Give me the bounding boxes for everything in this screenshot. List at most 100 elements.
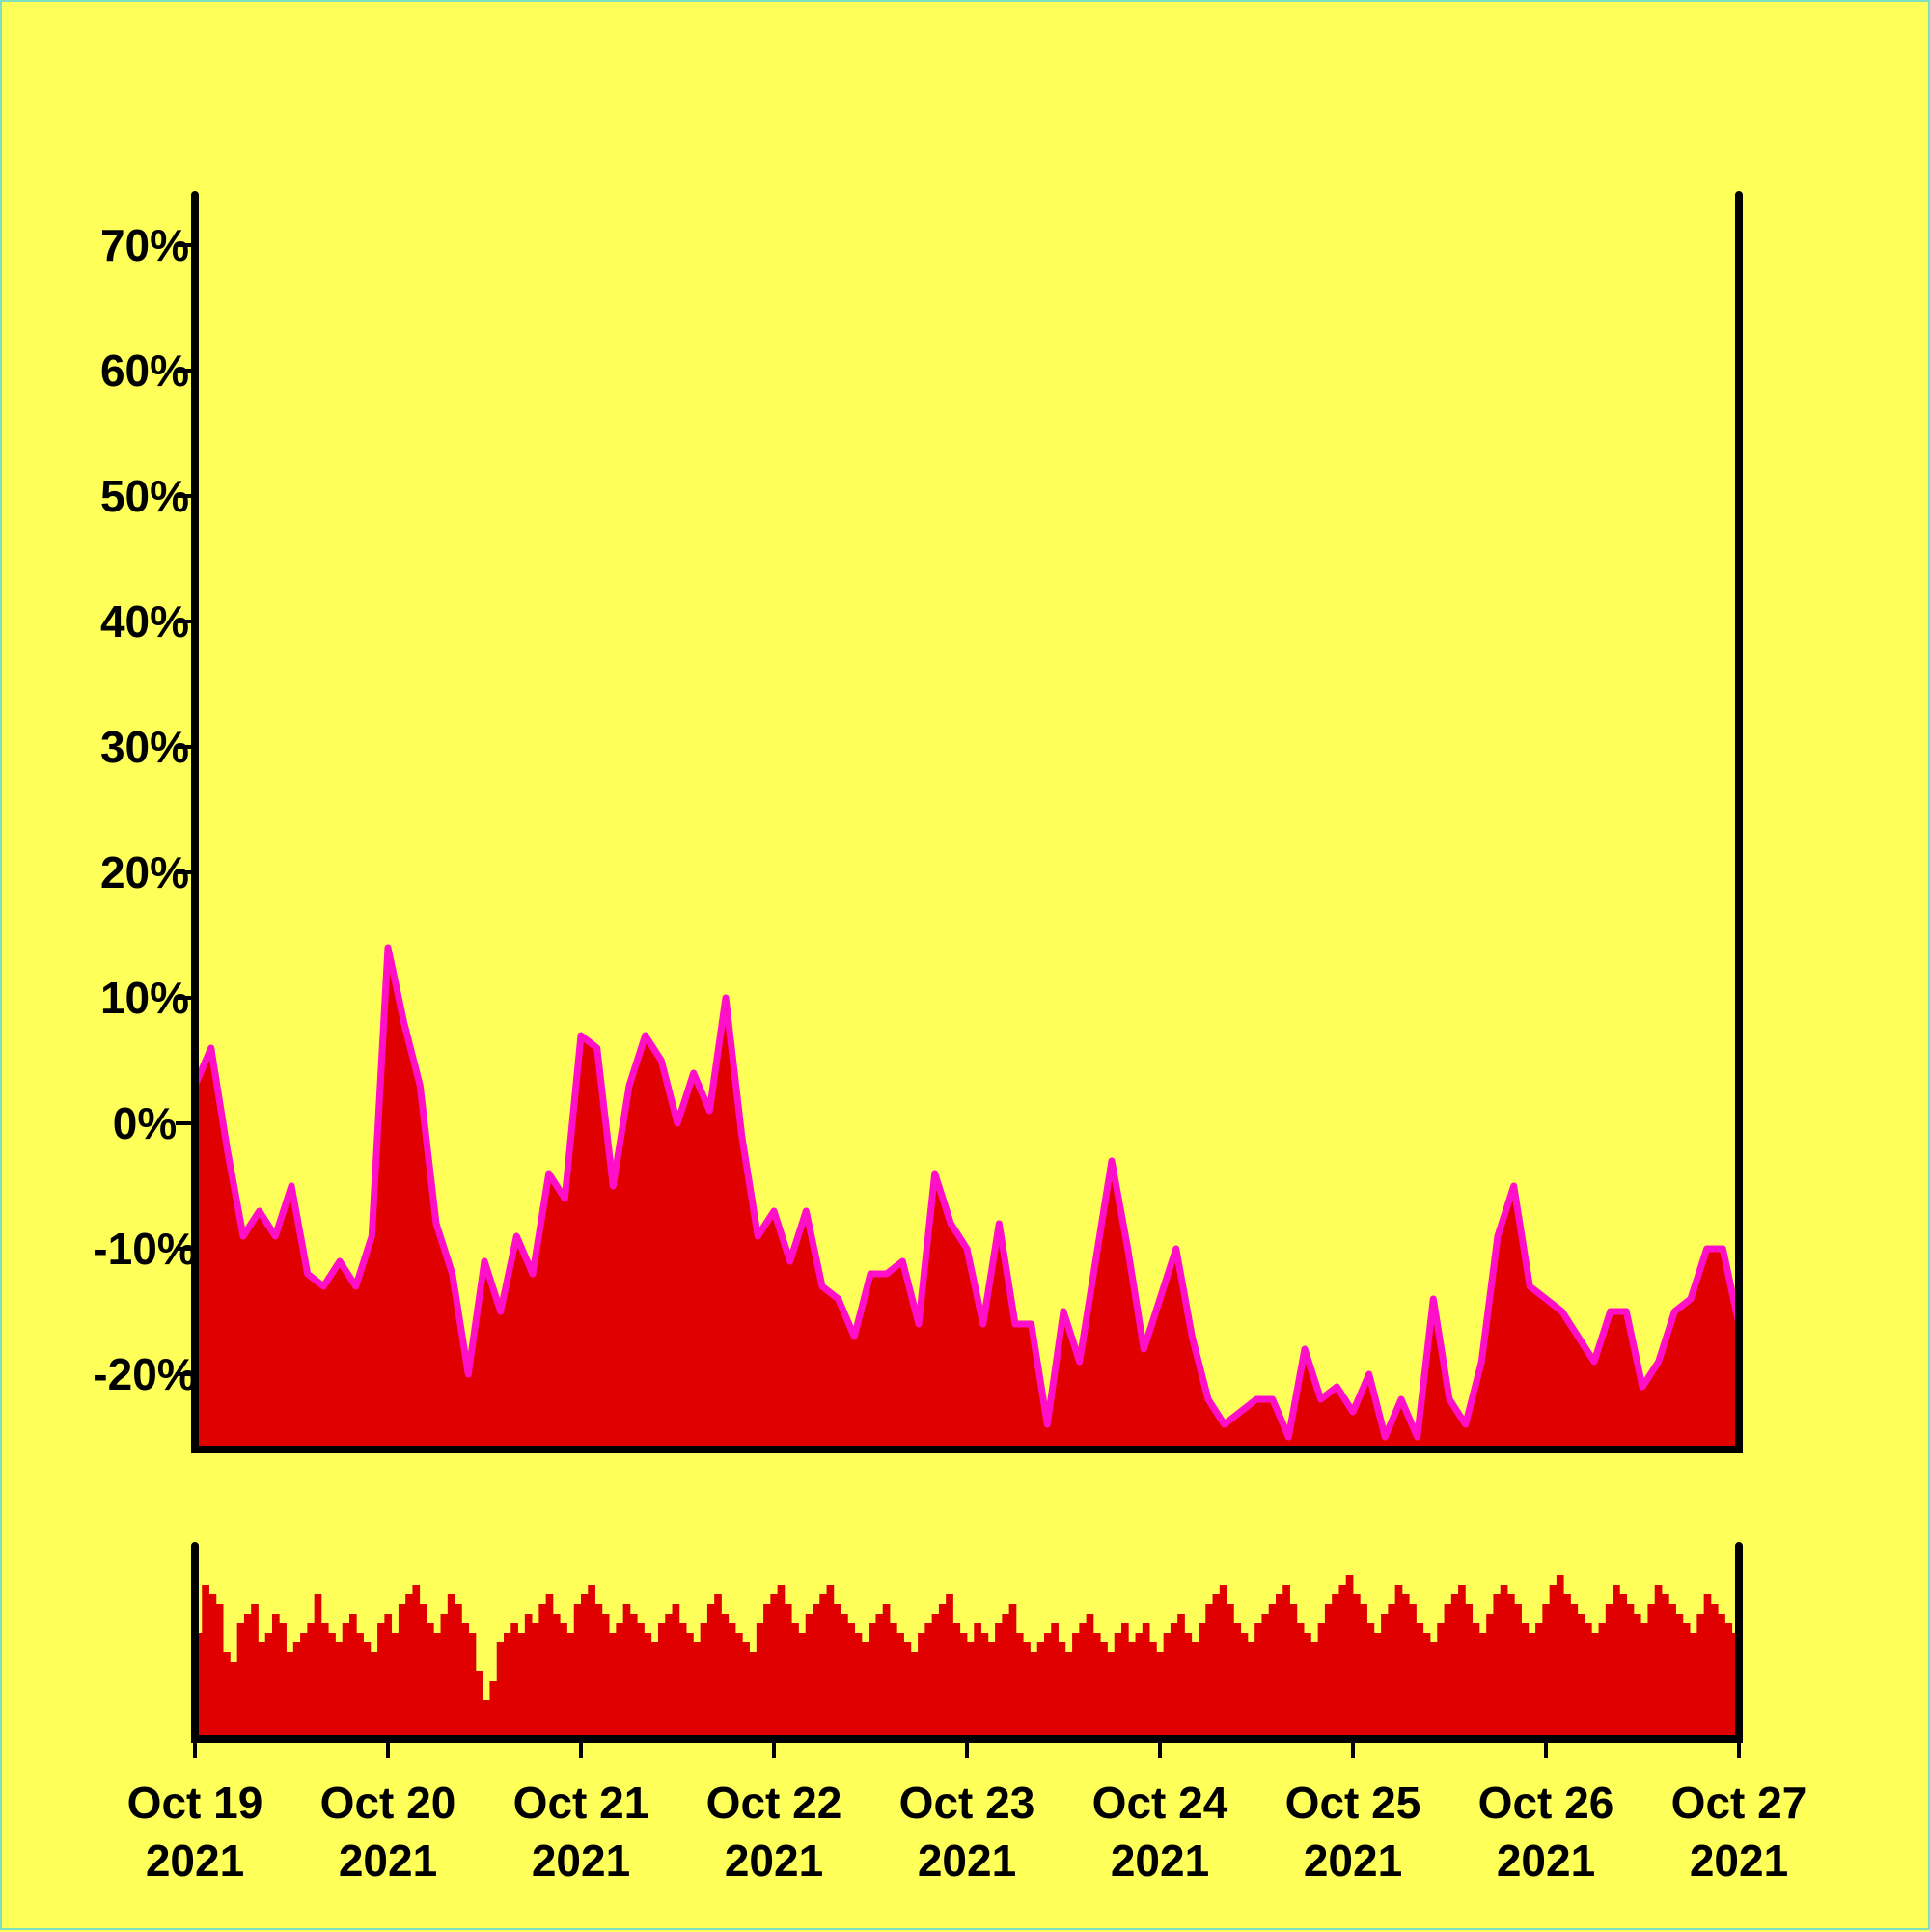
volume-bar [623,1604,631,1739]
volume-bar [1332,1594,1339,1739]
volume-bar [1353,1594,1361,1739]
x-tick-label: Oct 19 [127,1778,263,1828]
volume-bar [223,1652,231,1739]
y-tick-label: 50% [100,471,189,521]
volume-bar [946,1594,953,1739]
volume-bar [1529,1633,1536,1739]
x-tick-year-label: 2021 [1497,1835,1595,1886]
volume-bar [1100,1642,1108,1739]
volume-bar [399,1604,406,1739]
volume-bar [1184,1633,1192,1739]
volume-bar [482,1700,490,1739]
volume-bar [952,1623,960,1739]
volume-bar [1683,1623,1691,1739]
volume-bar [1374,1633,1382,1739]
volume-bar [1310,1642,1318,1739]
volume-bar [1220,1585,1227,1739]
volume-bar [1367,1623,1375,1739]
volume-bar [1711,1604,1719,1739]
volume-bar [981,1633,989,1739]
y-tick-label: 70% [100,220,189,270]
volume-bar [868,1623,876,1739]
volume-bar [1522,1623,1530,1739]
chart-axes [195,195,1739,1739]
volume-bar [328,1633,336,1739]
volume-bar [1585,1623,1592,1739]
volume-bar [616,1623,623,1739]
x-tick-year-label: 2021 [725,1835,823,1886]
x-tick-year-label: 2021 [146,1835,244,1886]
x-tick-label: Oct 20 [320,1778,456,1828]
volume-bar [714,1594,722,1739]
x-tick-year-label: 2021 [918,1835,1016,1886]
volume-bar [609,1633,617,1739]
volume-bar [258,1642,265,1739]
volume-bar [251,1604,259,1739]
volume-bar [729,1623,736,1739]
y-tick-label: 10% [100,973,189,1023]
volume-bar [1578,1614,1585,1739]
volume-bar [1486,1614,1494,1739]
volume-bar [244,1614,252,1739]
volume-bar [1514,1604,1522,1739]
volume-bar [995,1623,1003,1739]
volume-bar [1254,1623,1262,1739]
volume-bar [1402,1594,1410,1739]
volume-bar [560,1623,567,1739]
volume-bar [1662,1594,1669,1739]
volume-bar [377,1623,385,1739]
volume-bar [673,1604,680,1739]
volume-bar [862,1642,869,1739]
volume-bar [525,1614,533,1739]
volume-bar [518,1633,526,1739]
volume-bar [693,1642,701,1739]
volume-bar [510,1623,518,1739]
x-tick-year-label: 2021 [339,1835,437,1886]
volume-bar [1668,1604,1676,1739]
volume-bar [1030,1652,1037,1739]
volume-bar [827,1585,835,1739]
volume-bar [918,1633,925,1739]
volume-bar [1445,1604,1452,1739]
volume-bar [1177,1614,1185,1739]
volume-bar [1724,1623,1732,1739]
volume-bar [721,1614,729,1739]
volume-bar [321,1623,329,1739]
volume-bar [1696,1614,1704,1739]
volume-bar [896,1633,904,1739]
volume-bar [806,1614,813,1739]
volume-bar [1535,1623,1543,1739]
x-tick-year-label: 2021 [532,1835,630,1886]
volume-bar [1437,1623,1445,1739]
volume-bar [707,1604,715,1739]
volume-bar [1640,1623,1648,1739]
volume-bar [785,1604,792,1739]
volume-bar [757,1623,764,1739]
volume-bar [855,1633,863,1739]
volume-bar [1261,1614,1269,1739]
volume-bar [1704,1594,1712,1739]
volume-bar [1338,1585,1346,1739]
volume-bar [1115,1633,1122,1739]
volume-bar [1156,1652,1164,1739]
volume-bar [1465,1604,1473,1739]
volume-bar [1282,1585,1290,1739]
volume-bar [1634,1614,1641,1739]
volume-bar [742,1642,750,1739]
volume-bar [686,1633,694,1739]
volume-bar [924,1623,932,1739]
volume-bar [1059,1642,1066,1739]
volume-bar [272,1614,280,1739]
main-area-chart [195,948,1739,1449]
volume-bar [932,1614,940,1739]
volume-bar [265,1633,273,1739]
volume-bar [1613,1585,1620,1739]
volume-bar [1619,1594,1627,1739]
volume-bar [1557,1575,1564,1739]
volume-bar [1676,1614,1684,1739]
volume-bar [791,1623,799,1739]
volume-bar [1290,1604,1298,1739]
volume-bar [630,1614,638,1739]
volume-bar [1192,1642,1199,1739]
volume-bar [1009,1604,1017,1739]
